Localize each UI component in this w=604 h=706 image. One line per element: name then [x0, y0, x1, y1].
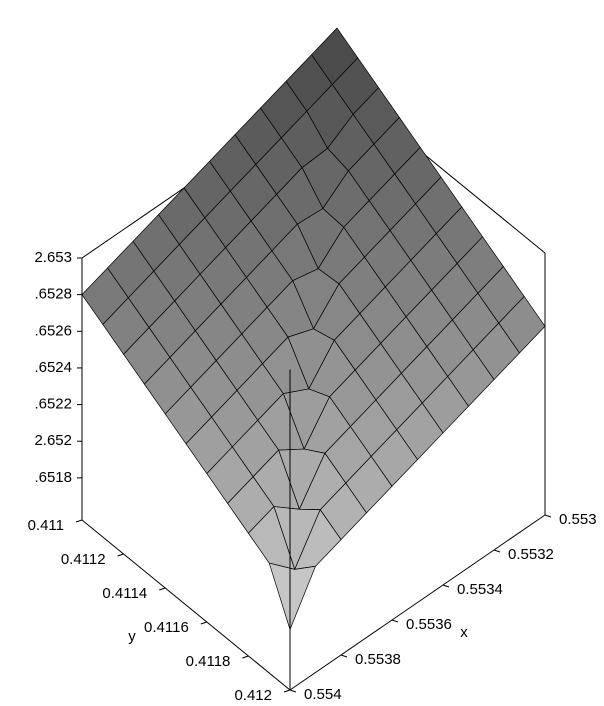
box-front: .6518 2.652 .6522 .6524 .6526 .6528 2.653 0.411…: [28, 249, 597, 704]
x-axis-label: x: [460, 624, 468, 641]
y-tick-label: 0.4118: [186, 653, 231, 670]
z-tick-label: 2.652: [34, 432, 72, 449]
x-tick: [391, 619, 399, 623]
y-tick: [283, 689, 291, 693]
x-tick-label: 0.5532: [508, 546, 554, 563]
y-tick-label: 0.4112: [61, 551, 106, 568]
y-tick-label: 0.4114: [102, 585, 147, 602]
y-tick: [117, 553, 124, 557]
y-axis-label: y: [128, 628, 136, 645]
z-tick-label: .6526: [34, 322, 72, 339]
x-tick-label: 0.553: [559, 511, 597, 528]
x-tick: [289, 689, 297, 693]
y-tick: [75, 519, 83, 523]
x-tick: [493, 549, 501, 553]
z-tick-label: .6524: [34, 359, 72, 376]
box-edge: [81, 519, 291, 691]
x-tick-label: 0.5538: [355, 651, 401, 668]
y-tick: [159, 587, 166, 591]
x-tick: [340, 654, 348, 658]
x-tick: [442, 584, 450, 588]
z-tick-label: .6528: [34, 286, 72, 303]
y-tick-label: 0.411: [28, 517, 64, 534]
surface: [81, 27, 546, 630]
y-tick-label: 0.4116: [144, 619, 189, 636]
x-tick-label: 0.5536: [406, 616, 452, 633]
y-tick: [200, 621, 207, 625]
z-tick-label: .6518: [34, 469, 72, 486]
x-tick-label: 0.554: [304, 686, 342, 703]
y-tick: [242, 655, 249, 659]
z-tick-label: .6522: [34, 396, 72, 413]
z-tick-label: 2.653: [34, 249, 72, 266]
box-edge: [289, 514, 546, 691]
x-tick: [544, 514, 552, 518]
surface-patch: [268, 562, 316, 630]
x-tick-label: 0.5534: [457, 581, 503, 598]
y-tick-label: 0.412: [234, 687, 272, 704]
